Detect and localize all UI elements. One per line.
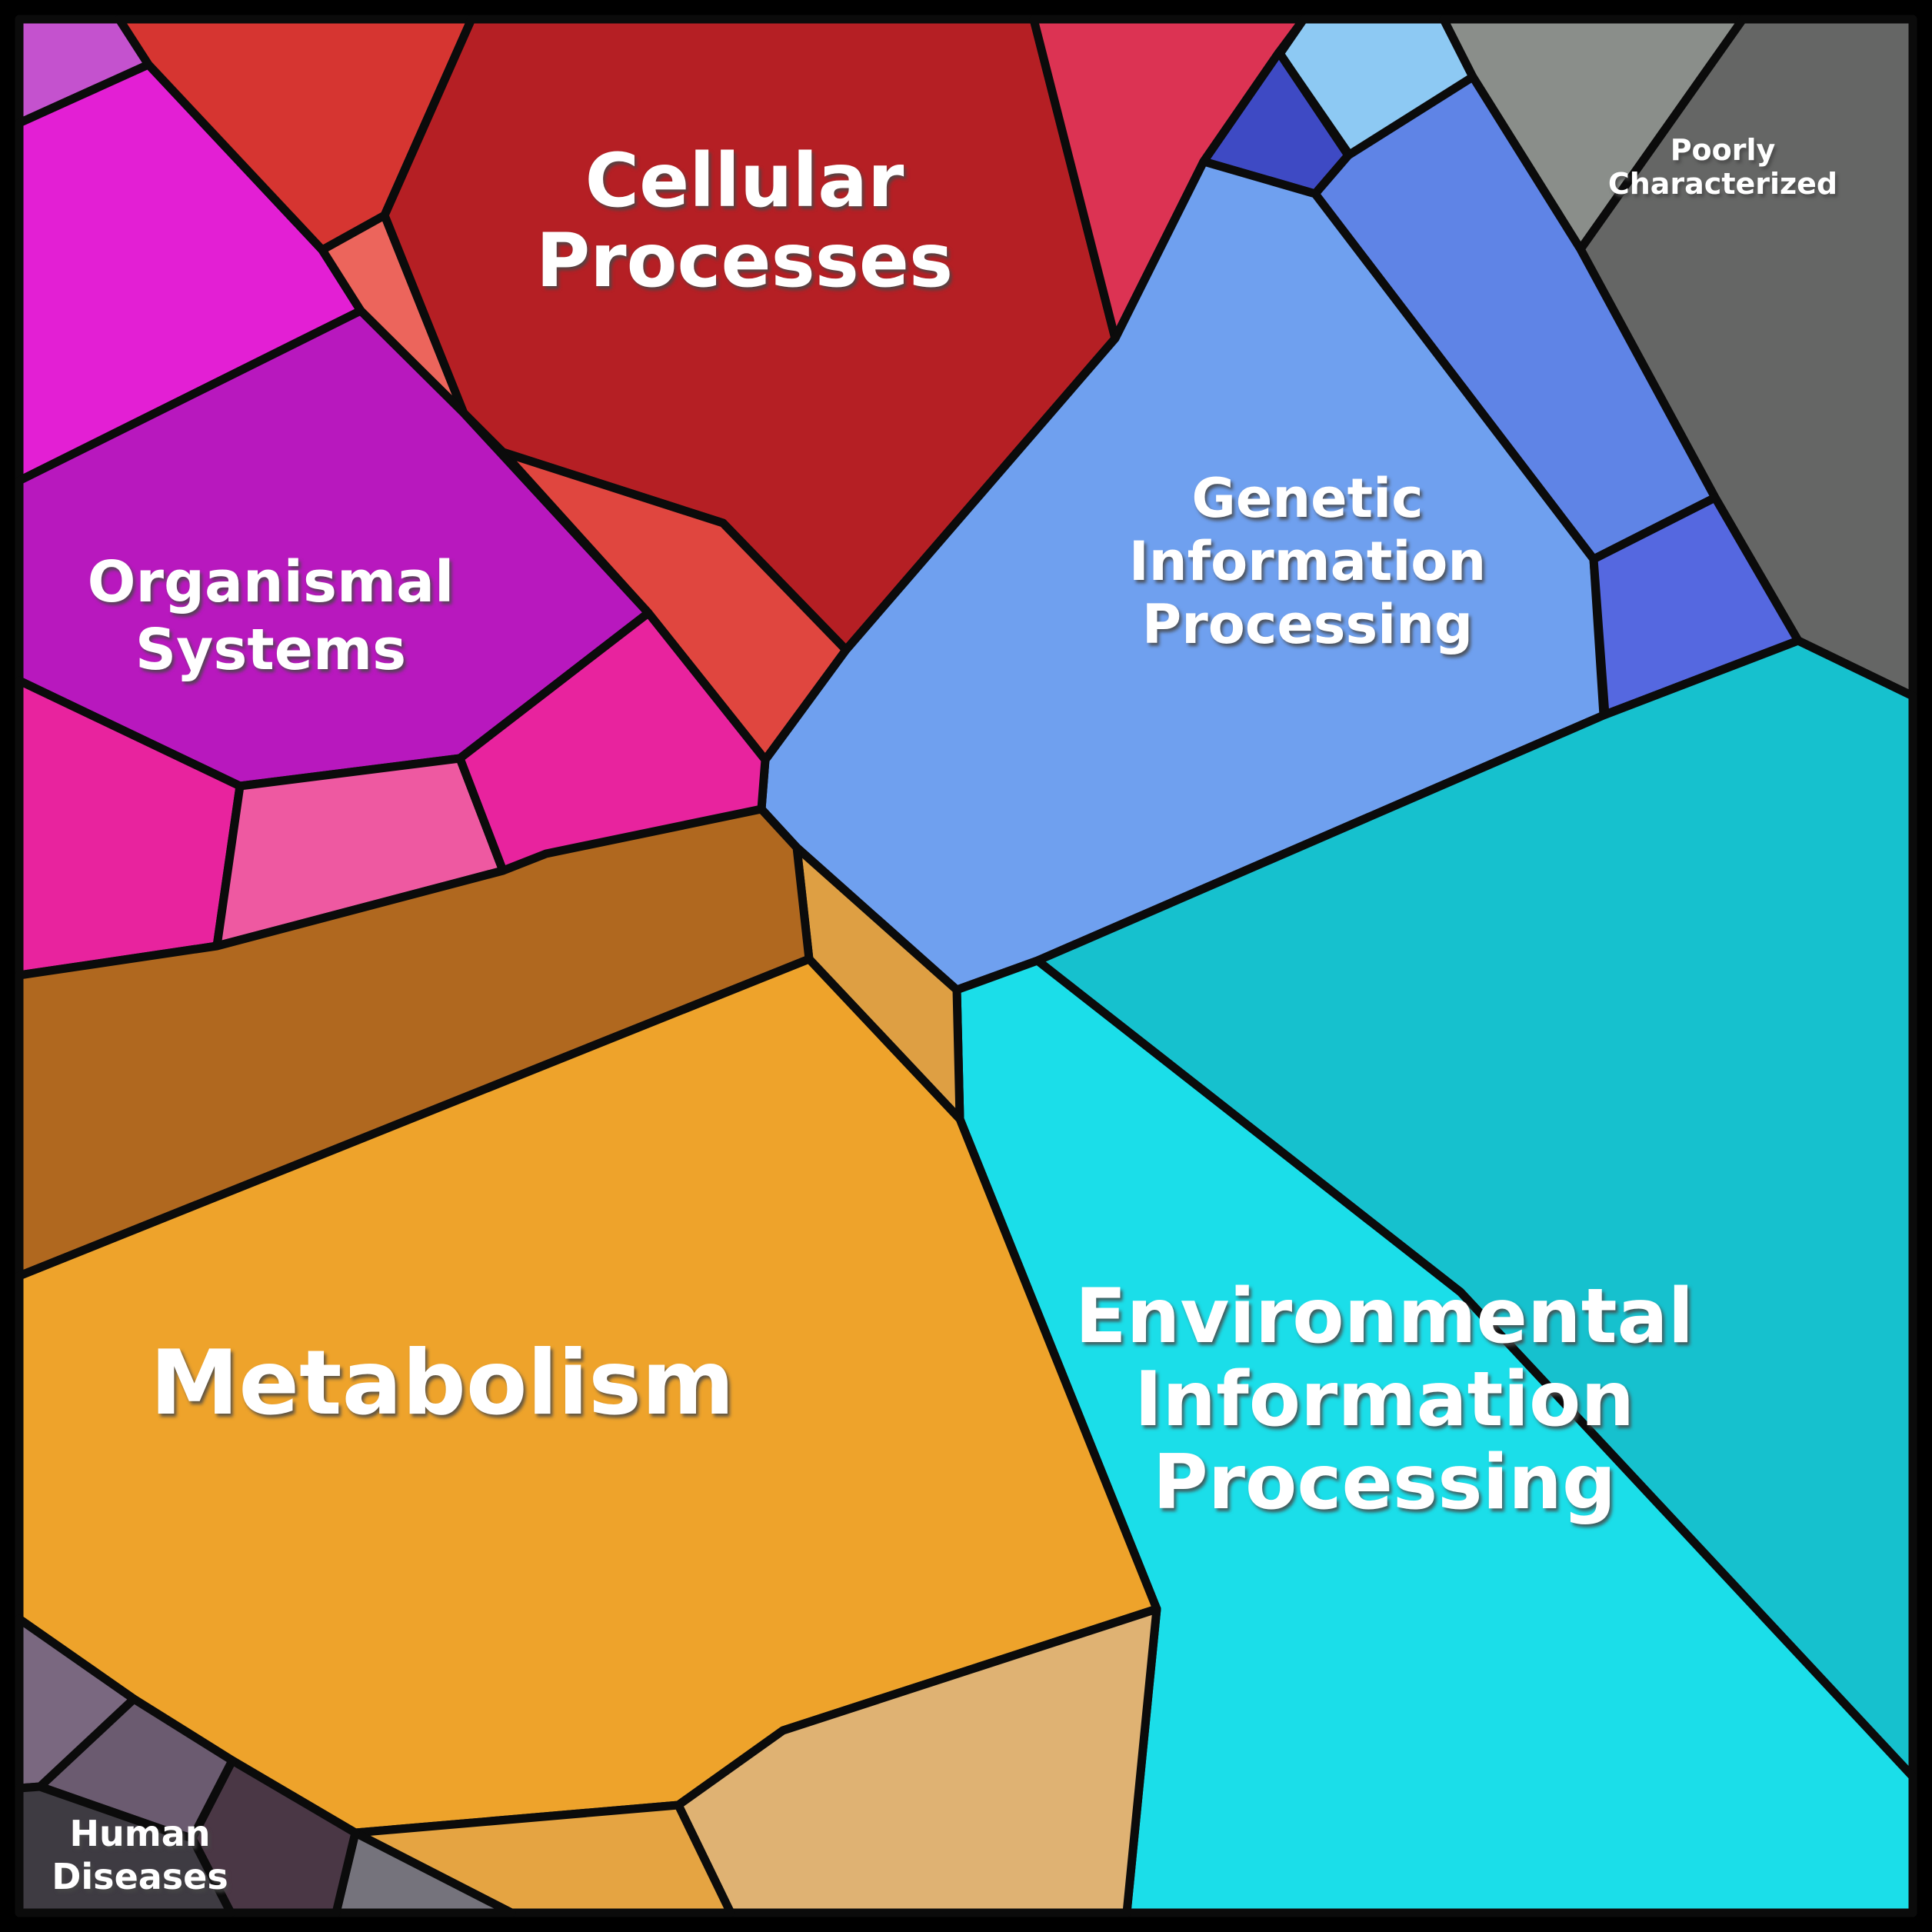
human-main-cell [15, 1782, 235, 1917]
organismal-pink-right-cell [455, 608, 770, 875]
